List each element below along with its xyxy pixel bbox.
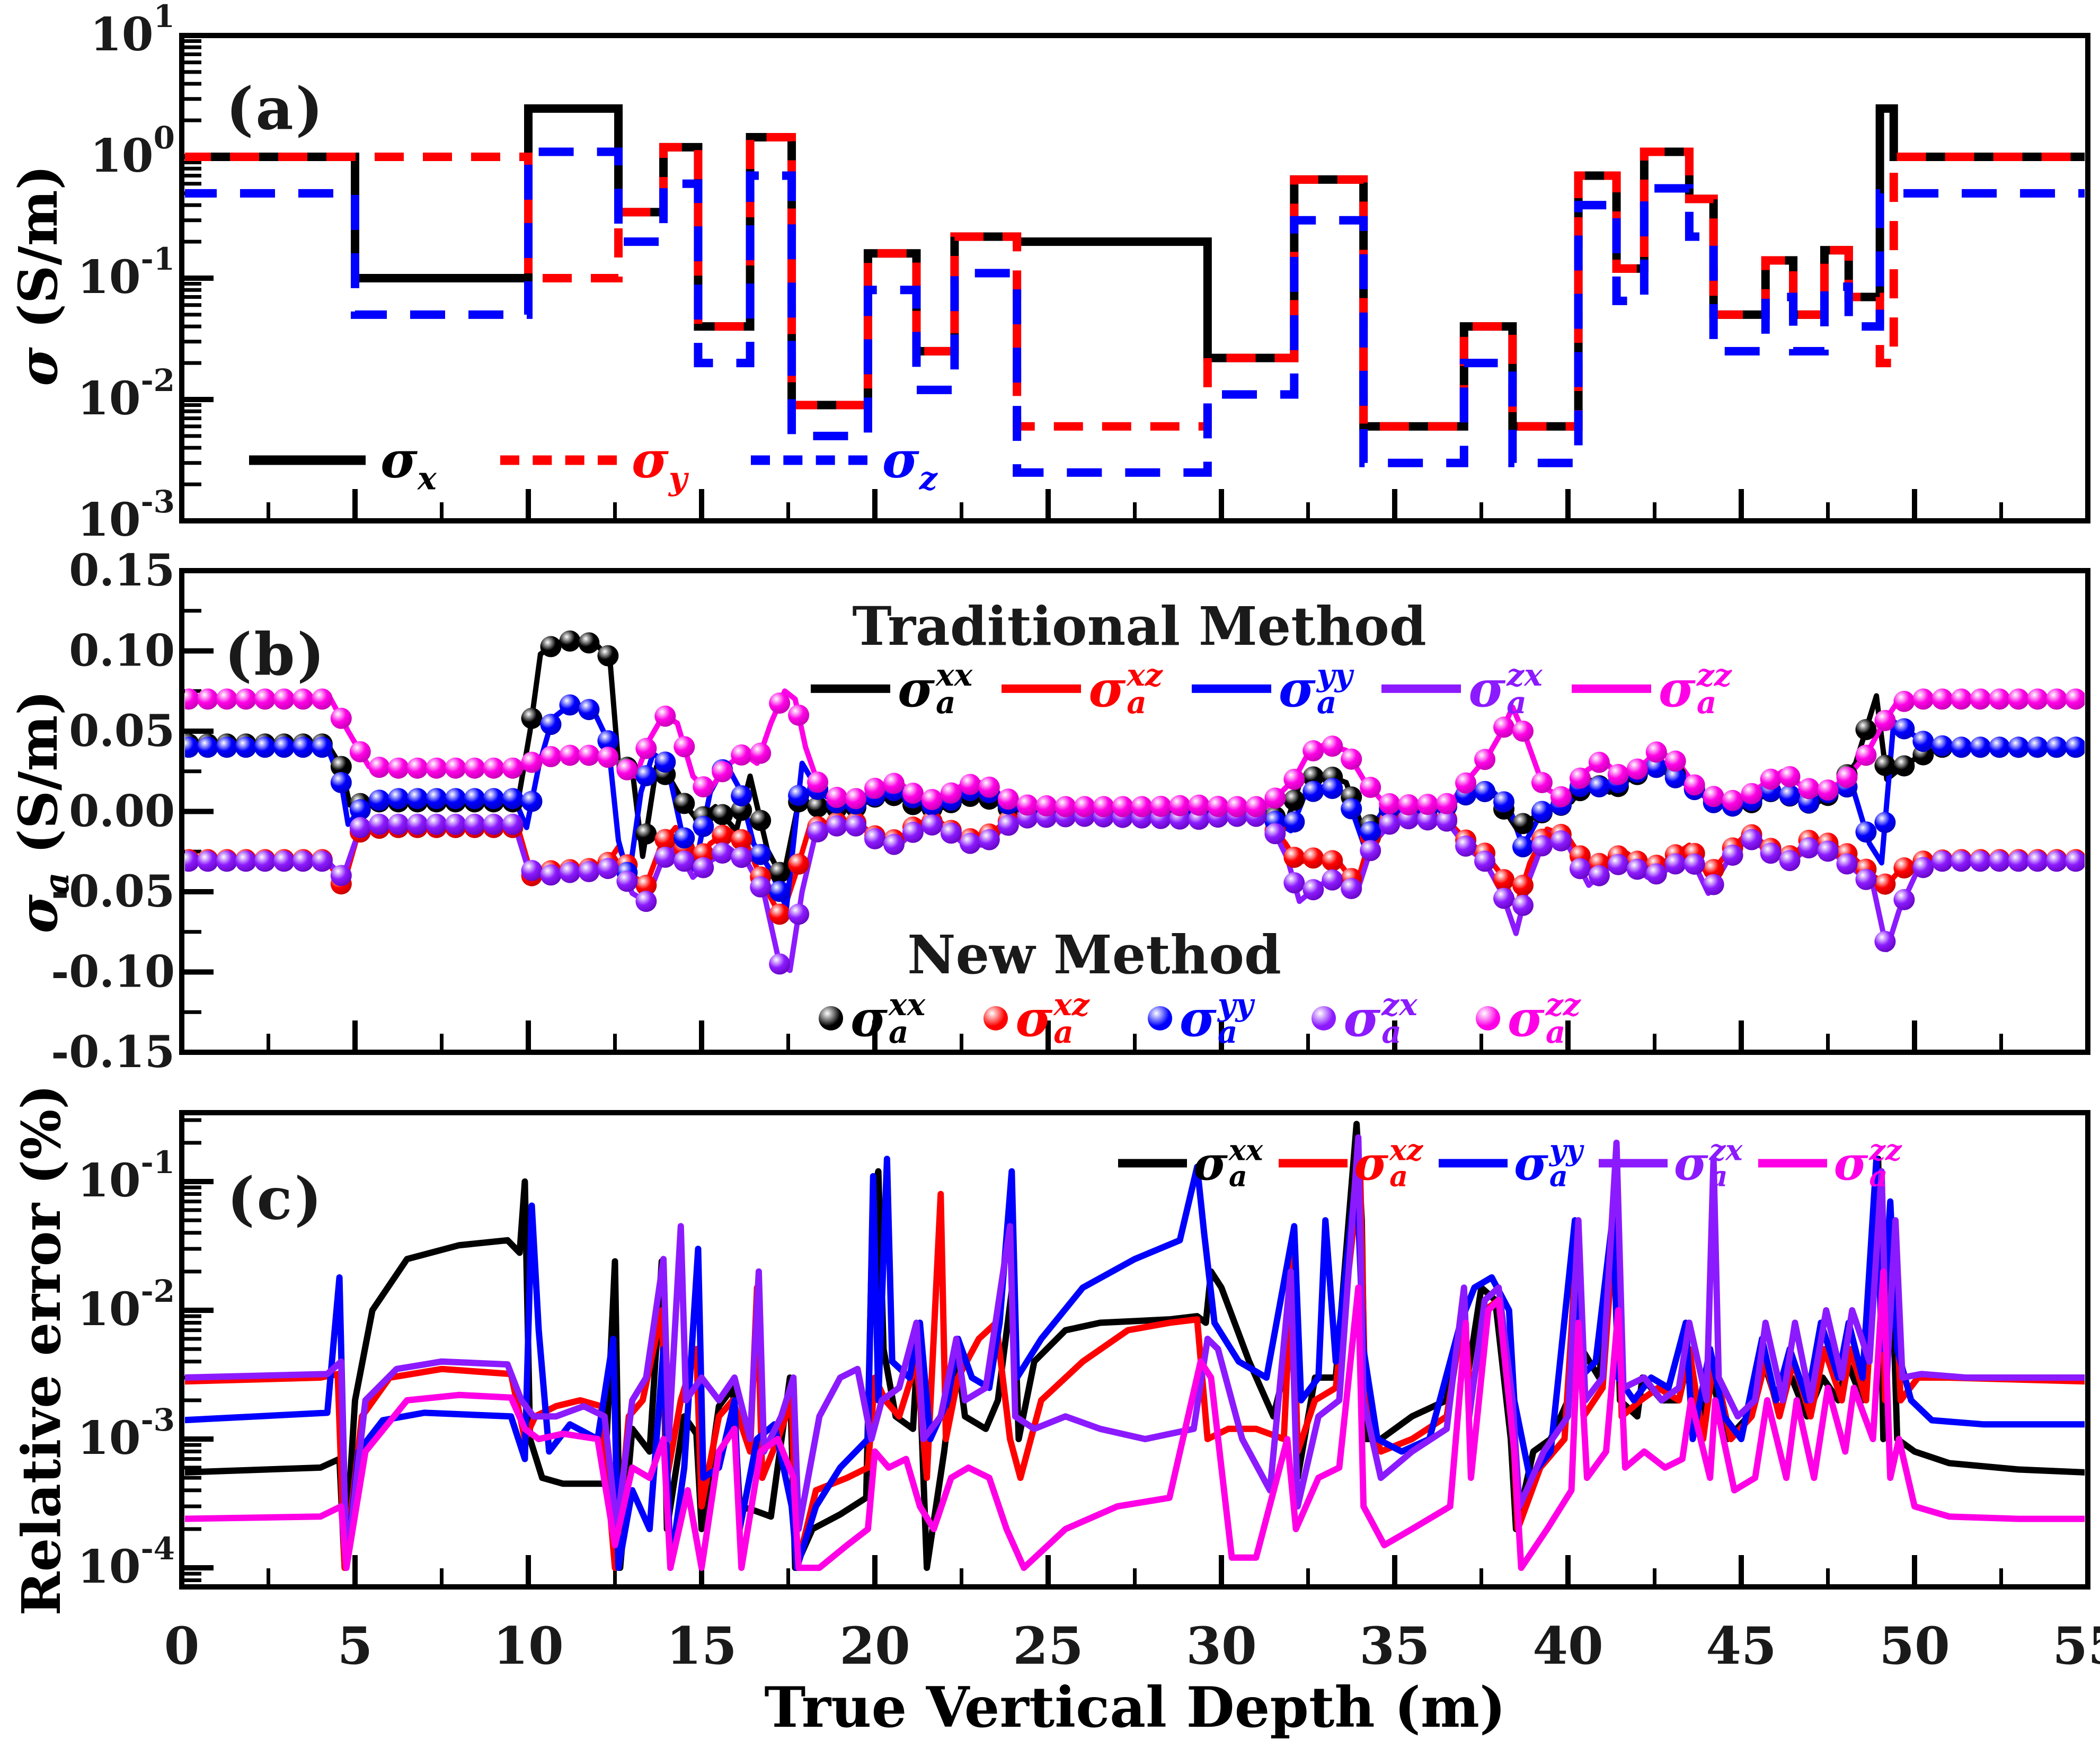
legend-item-sigma-a-xz-dot: σ xz a bbox=[983, 989, 1089, 1047]
legend-item-sigma-a-zx-line: σ zx a bbox=[1381, 660, 1543, 718]
panel-b-new-legend: σ xx a σ xz a σ yy a σ zx a σ zz a bbox=[819, 989, 1581, 1047]
panel-c-frame bbox=[179, 1110, 2090, 1590]
panel-a-y-axis-title: σ (S/m) bbox=[7, 165, 69, 386]
svg-text:10-3: 10-3 bbox=[77, 1402, 175, 1465]
panel-b-frame bbox=[179, 568, 2090, 1055]
svg-text:0: 0 bbox=[164, 1616, 200, 1676]
x-axis-title: True Vertical Depth (m) bbox=[764, 1674, 1506, 1740]
new-method-title: New Method bbox=[907, 924, 1281, 986]
panel-c-series-err_zx bbox=[185, 1134, 2085, 1571]
panel-a-frame bbox=[179, 33, 2090, 523]
panel-c-series-err_zz bbox=[185, 1268, 2085, 1571]
sigma-a-zx-line-swatch bbox=[1381, 685, 1461, 693]
legend-item-err-zz: σ zz a bbox=[1758, 1136, 1902, 1190]
sigma-a-zx-dot-swatch bbox=[1312, 1006, 1336, 1031]
sigma-a-xz-dot-swatch bbox=[983, 1006, 1008, 1031]
panel-a-series-sigma_x bbox=[185, 104, 2085, 431]
err-xz-line-swatch bbox=[1279, 1159, 1348, 1167]
legend-item-sigma-a-xx-dot: σ xx a bbox=[819, 989, 925, 1047]
legend-item-sigma-a-yy-line: σ yy a bbox=[1191, 660, 1352, 718]
svg-text:0.00: 0.00 bbox=[69, 786, 175, 837]
svg-text:0.15: 0.15 bbox=[69, 545, 175, 596]
svg-text:40: 40 bbox=[1532, 1616, 1603, 1676]
panel-a-series-sigma_z bbox=[185, 147, 2085, 477]
traditional-method-title: Traditional Method bbox=[852, 595, 1426, 658]
svg-text:55: 55 bbox=[2052, 1616, 2100, 1676]
svg-text:10-3: 10-3 bbox=[77, 484, 175, 547]
legend-item-sigma-a-xz-line: σ xz a bbox=[1002, 660, 1163, 718]
svg-text:30: 30 bbox=[1186, 1616, 1257, 1676]
tick-marks bbox=[184, 33, 2003, 1584]
panel-c-y-axis-title: Relative error (%) bbox=[10, 1084, 73, 1616]
legend-item-sigma-a-zz-dot: σ zz a bbox=[1475, 989, 1581, 1047]
svg-text:50: 50 bbox=[1879, 1616, 1950, 1676]
svg-text:0.10: 0.10 bbox=[69, 626, 175, 677]
svg-text:-0.05: -0.05 bbox=[51, 866, 175, 917]
svg-text:45: 45 bbox=[1706, 1616, 1777, 1676]
legend-item-sigma-a-zz-line: σ zz a bbox=[1571, 660, 1732, 718]
sigma-a-xx-line-swatch bbox=[811, 685, 890, 693]
tick-labels: 10110010-110-210-310-110-210-310-40.150.… bbox=[51, 0, 2100, 1676]
panel-a-tag: (a) bbox=[226, 74, 325, 143]
panel-c-legend: σ xx a σ xz a σ yy a σ zx a σ zz a bbox=[1118, 1136, 1902, 1190]
panel-b-markers-sigma_a_yy bbox=[185, 694, 2085, 902]
legend-item-err-xz: σ xz a bbox=[1279, 1136, 1423, 1190]
legend-item-sigma-a-xx-line: σ xx a bbox=[811, 660, 972, 718]
svg-text:35: 35 bbox=[1359, 1616, 1430, 1676]
svg-text:10: 10 bbox=[493, 1616, 564, 1676]
panel-b-markers-sigma_a_zx bbox=[185, 805, 2085, 975]
sigma-a-yy-line-swatch bbox=[1191, 685, 1271, 693]
legend-item-sigma-a-zx-dot: σ zx a bbox=[1312, 989, 1417, 1047]
svg-text:20: 20 bbox=[839, 1616, 910, 1676]
sigma-x-line-swatch bbox=[249, 455, 366, 465]
panel-c-series-err_yy bbox=[185, 1156, 2085, 1571]
legend-item-sigma-a-yy-dot: σ yy a bbox=[1147, 989, 1253, 1047]
svg-text:15: 15 bbox=[666, 1616, 737, 1676]
sigma-a-yy-dot-swatch bbox=[1147, 1006, 1172, 1031]
sigma-a-zz-line-swatch bbox=[1571, 685, 1651, 693]
svg-text:10-2: 10-2 bbox=[77, 362, 175, 425]
err-yy-line-swatch bbox=[1439, 1159, 1508, 1167]
svg-text:10-1: 10-1 bbox=[77, 241, 175, 304]
svg-text:100: 100 bbox=[90, 120, 175, 183]
panel-c-tag: (c) bbox=[227, 1164, 324, 1233]
err-zx-line-swatch bbox=[1598, 1159, 1668, 1167]
panel-b-tag: (b) bbox=[224, 620, 327, 689]
legend-item-err-yy: σ yy a bbox=[1439, 1136, 1583, 1190]
svg-text:0.05: 0.05 bbox=[69, 706, 175, 757]
legend-item-err-xx: σ xx a bbox=[1118, 1136, 1263, 1190]
svg-text:10-2: 10-2 bbox=[77, 1273, 175, 1336]
svg-text:101: 101 bbox=[90, 0, 175, 61]
svg-text:25: 25 bbox=[1013, 1616, 1084, 1676]
sigma-a-zz-dot-swatch bbox=[1475, 1006, 1500, 1031]
svg-text:-0.10: -0.10 bbox=[51, 947, 175, 998]
panel-b-markers-sigma_a_zz bbox=[185, 688, 2085, 818]
sigma-a-xx-dot-swatch bbox=[819, 1006, 843, 1031]
panel-b-traditional-legend: σ xx a σ xz a σ yy a σ zx a σ zz a bbox=[811, 660, 1732, 718]
svg-text:10-4: 10-4 bbox=[77, 1531, 175, 1594]
svg-text:-0.15: -0.15 bbox=[51, 1027, 175, 1078]
err-zz-line-swatch bbox=[1758, 1159, 1828, 1167]
err-xx-line-swatch bbox=[1118, 1159, 1187, 1167]
svg-text:5: 5 bbox=[338, 1616, 373, 1676]
svg-text:10-1: 10-1 bbox=[77, 1144, 175, 1208]
legend-item-err-zx: σ zx a bbox=[1598, 1136, 1742, 1190]
sigma-a-xz-line-swatch bbox=[1002, 685, 1082, 693]
sigma-y-line-swatch bbox=[500, 455, 617, 465]
sigma-z-line-swatch bbox=[750, 455, 867, 465]
